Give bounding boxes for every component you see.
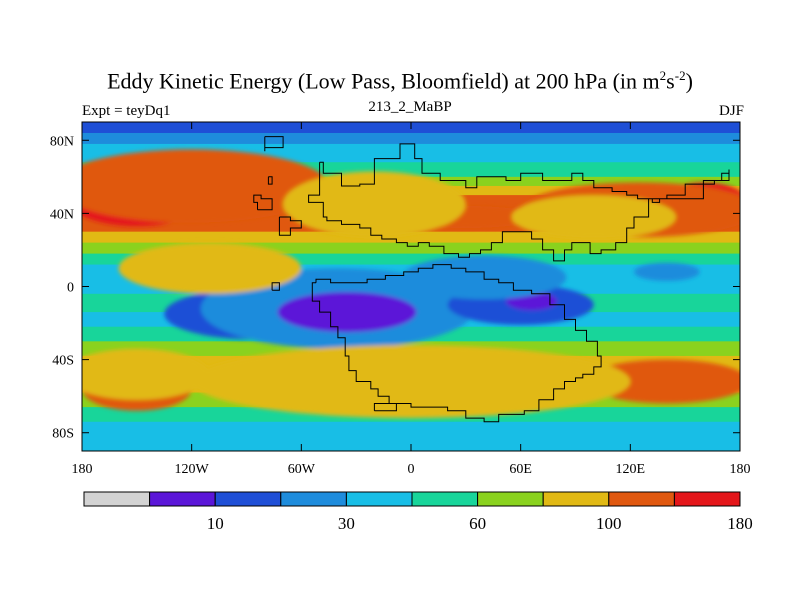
x-axis: 180 120W 60W 0 60E 120E 180 [72,122,751,477]
y-tick-label: 40S [52,354,74,369]
energy-region [118,242,302,294]
x-tick-label: 180 [730,462,751,477]
x-tick-label: 60E [509,462,532,477]
energy-region [82,149,329,223]
experiment-label: Expt = teyDq1 [82,103,171,119]
x-tick-label: 180 [72,462,93,477]
y-tick-label: 40N [50,207,74,222]
colorbar-label: 180 [727,514,753,533]
coastline [308,143,730,262]
coastline [264,136,284,152]
colorbar-box [477,491,544,507]
colorbar-box [411,491,479,507]
coastline [311,264,602,423]
y-tick-label: 0 [67,281,74,296]
x-tick-label: 120W [175,462,210,477]
run-label: 213_2_MaBP [368,99,452,115]
season-label: DJF [718,103,744,119]
energy-region [82,348,210,400]
x-tick-label: 60W [288,462,316,477]
colorbar-box [214,491,282,507]
continent-outline [253,136,730,423]
energy-field [82,122,740,451]
coastline [373,403,397,412]
colorbar-box [149,491,216,507]
colorbar-label: 30 [338,514,355,533]
colorbar-label: 60 [469,514,486,533]
y-axis: 80N 40N 0 40S 80S [50,134,740,442]
y-tick-label: 80S [52,427,74,442]
x-tick-label: 0 [408,462,415,477]
chart-title: Eddy Kinetic Energy (Low Pass, Bloomfiel… [107,68,693,94]
energy-band [82,253,740,266]
energy-region [584,359,740,404]
y-tick-label: 80N [50,134,74,149]
energy-region [511,195,677,239]
energy-region [277,291,417,333]
energy-band [82,231,740,244]
energy-region [633,262,700,282]
colorbar-box [542,491,610,507]
energy-region [191,344,631,419]
colorbar-box [280,491,347,507]
coastline [278,216,302,236]
colorbar-label: 10 [207,514,224,533]
coastline [267,176,273,185]
colorbar-box [608,491,675,507]
energy-band [82,132,740,145]
colorbar-box [345,491,413,507]
energy-band [82,242,740,255]
colorbar-box [673,491,741,507]
colorbar: 10 30 60 100 180 [83,491,753,533]
coastline [271,282,280,291]
colorbar-label: 100 [596,514,622,533]
colorbar-box [83,491,151,507]
x-tick-label: 120E [616,462,646,477]
coastline [253,194,273,211]
